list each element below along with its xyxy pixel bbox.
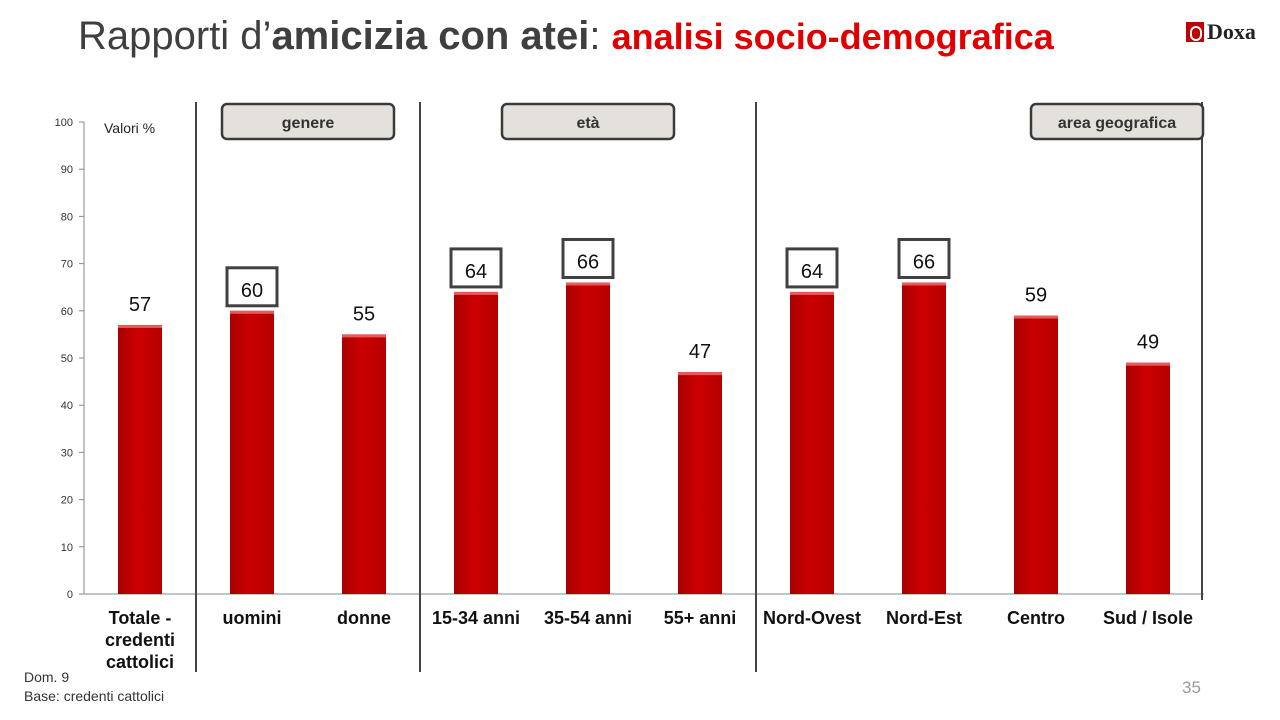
- bar: [1014, 315, 1058, 594]
- y-tick-label: 80: [61, 211, 73, 223]
- title-part-1: Rapporti d’: [78, 14, 272, 58]
- bar: [230, 310, 274, 594]
- bar: [1126, 362, 1170, 594]
- y-tick-label: 100: [55, 117, 73, 129]
- page-title: Rapporti d’amicizia con atei: analisi so…: [78, 14, 1054, 59]
- value-label: 59: [1025, 285, 1047, 307]
- category-label: Totale -: [109, 608, 172, 628]
- bar: [678, 372, 722, 594]
- y-tick-label: 50: [61, 353, 73, 365]
- category-label: Sud / Isole: [1103, 608, 1193, 628]
- title-part-2: :: [589, 14, 612, 58]
- title-bold: amicizia con atei: [271, 14, 590, 58]
- value-label: 49: [1137, 332, 1159, 354]
- y-tick-label: 0: [67, 589, 73, 601]
- value-highlight-box: [785, 247, 839, 289]
- y-tick-label: 20: [61, 495, 73, 507]
- value-label: 66: [913, 251, 935, 273]
- value-label: 64: [801, 261, 823, 283]
- category-label: donne: [337, 608, 391, 628]
- y-tick-label: 70: [61, 259, 73, 271]
- bar-top-highlight: [566, 282, 610, 286]
- value-highlight-box: [225, 266, 279, 308]
- category-label: 15-34 anni: [432, 608, 520, 628]
- group-header-box: [500, 102, 676, 141]
- doxa-logo-icon: [1186, 22, 1204, 42]
- value-label: 57: [129, 294, 151, 316]
- category-label: Nord-Ovest: [763, 608, 861, 628]
- y-axis-label: Valori %: [104, 120, 155, 136]
- category-label: 55+ anni: [664, 608, 737, 628]
- category-label: Centro: [1007, 608, 1065, 628]
- group-header-label: età: [576, 115, 599, 132]
- bar: [118, 324, 162, 594]
- category-label: 35-54 anni: [544, 608, 632, 628]
- category-label: Nord-Est: [886, 608, 962, 628]
- value-label: 60: [241, 280, 263, 302]
- y-tick-label: 90: [61, 164, 73, 176]
- doxa-logo-text: Doxa: [1207, 19, 1256, 44]
- bar-top-highlight: [1126, 362, 1170, 366]
- value-highlight-box: [561, 237, 615, 279]
- bar: [790, 291, 834, 594]
- doxa-logo: Doxa: [1186, 19, 1256, 44]
- bar-top-highlight: [678, 372, 722, 376]
- bar-top-highlight: [1014, 315, 1058, 319]
- group-header-box: [220, 102, 396, 141]
- page-number: 35: [1182, 678, 1201, 697]
- category-label: uomini: [223, 608, 282, 628]
- bar: [454, 291, 498, 594]
- y-tick-label: 30: [61, 447, 73, 459]
- category-label: credenti: [105, 630, 175, 650]
- group-header-label: area geografica: [1058, 115, 1176, 132]
- bar: [566, 282, 610, 594]
- bar: [342, 334, 386, 594]
- value-label: 47: [689, 341, 711, 363]
- value-label: 66: [577, 251, 599, 273]
- footnote-question: Dom. 9: [24, 669, 70, 685]
- footnote-base: Base: credenti cattolici: [24, 688, 165, 704]
- bar-top-highlight: [230, 310, 274, 314]
- value-highlight-box: [897, 237, 951, 279]
- group-header-label: genere: [282, 115, 335, 132]
- y-tick-label: 60: [61, 306, 73, 318]
- group-header-box: [1029, 102, 1205, 141]
- bar: [902, 282, 946, 594]
- y-tick-label: 40: [61, 400, 73, 412]
- value-label: 55: [353, 303, 375, 325]
- bar-top-highlight: [342, 334, 386, 338]
- bar-top-highlight: [902, 282, 946, 286]
- category-label: cattolici: [106, 652, 174, 672]
- y-tick-label: 10: [61, 542, 73, 554]
- bar-top-highlight: [790, 291, 834, 295]
- bar-top-highlight: [118, 324, 162, 328]
- bar-top-highlight: [454, 291, 498, 295]
- title-subtitle: analisi socio-demografica: [611, 16, 1054, 57]
- value-highlight-box: [449, 247, 503, 289]
- value-label: 64: [465, 261, 487, 283]
